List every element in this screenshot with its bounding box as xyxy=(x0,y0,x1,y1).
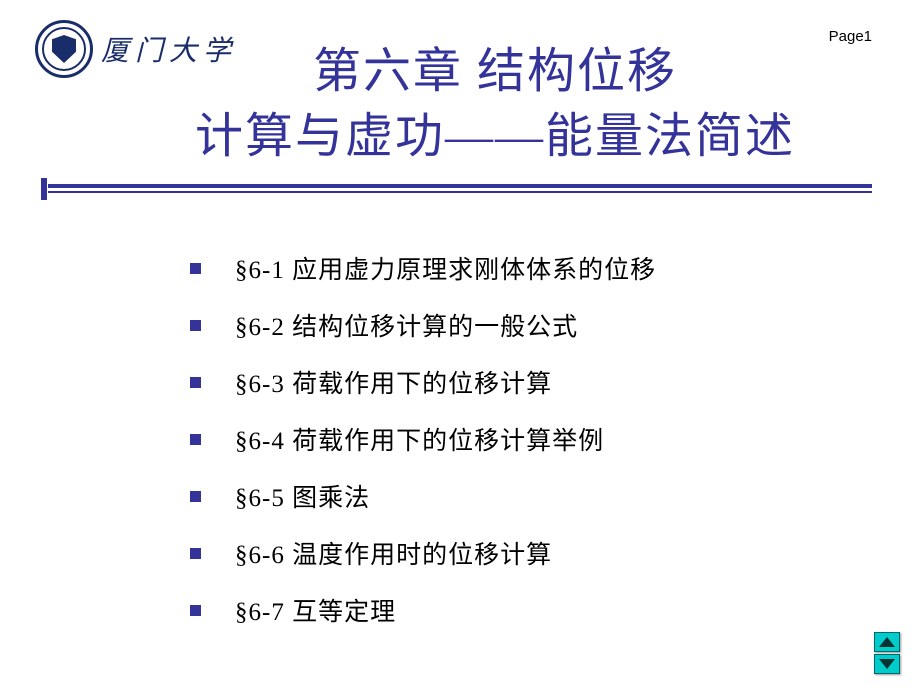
list-item: §6-1 应用虚力原理求刚体体系的位移 xyxy=(190,250,656,286)
section-text: §6-4 荷载作用下的位移计算举例 xyxy=(235,421,604,457)
bullet-icon xyxy=(190,320,201,331)
list-item: §6-6 温度作用时的位移计算 xyxy=(190,535,656,571)
navigation-controls xyxy=(874,632,900,674)
prev-slide-button[interactable] xyxy=(874,632,900,652)
list-item: §6-4 荷载作用下的位移计算举例 xyxy=(190,421,656,457)
section-text: §6-2 结构位移计算的一般公式 xyxy=(235,307,578,343)
bullet-icon xyxy=(190,548,201,559)
section-text: §6-1 应用虚力原理求刚体体系的位移 xyxy=(235,250,656,286)
section-text: §6-7 互等定理 xyxy=(235,592,396,628)
section-text: §6-3 荷载作用下的位移计算 xyxy=(235,364,552,400)
arrow-up-icon xyxy=(879,637,895,647)
next-slide-button[interactable] xyxy=(874,654,900,674)
list-item: §6-2 结构位移计算的一般公式 xyxy=(190,307,656,343)
table-of-contents: §6-1 应用虚力原理求刚体体系的位移 §6-2 结构位移计算的一般公式 §6-… xyxy=(190,250,656,649)
arrow-down-icon xyxy=(879,659,895,669)
bullet-icon xyxy=(190,377,201,388)
list-item: §6-7 互等定理 xyxy=(190,592,656,628)
title-tick-decoration xyxy=(41,178,47,200)
bullet-icon xyxy=(190,491,201,502)
bullet-icon xyxy=(190,434,201,445)
slide-title: 第六章 结构位移 计算与虚功——能量法简述 xyxy=(130,40,860,170)
bullet-icon xyxy=(190,263,201,274)
title-line-2: 计算与虚功——能量法简述 xyxy=(130,105,860,170)
section-text: §6-5 图乘法 xyxy=(235,478,370,514)
logo-emblem xyxy=(35,20,93,78)
list-item: §6-3 荷载作用下的位移计算 xyxy=(190,364,656,400)
list-item: §6-5 图乘法 xyxy=(190,478,656,514)
title-underline xyxy=(48,184,872,194)
section-text: §6-6 温度作用时的位移计算 xyxy=(235,535,552,571)
bullet-icon xyxy=(190,605,201,616)
title-line-1: 第六章 结构位移 xyxy=(130,40,860,105)
